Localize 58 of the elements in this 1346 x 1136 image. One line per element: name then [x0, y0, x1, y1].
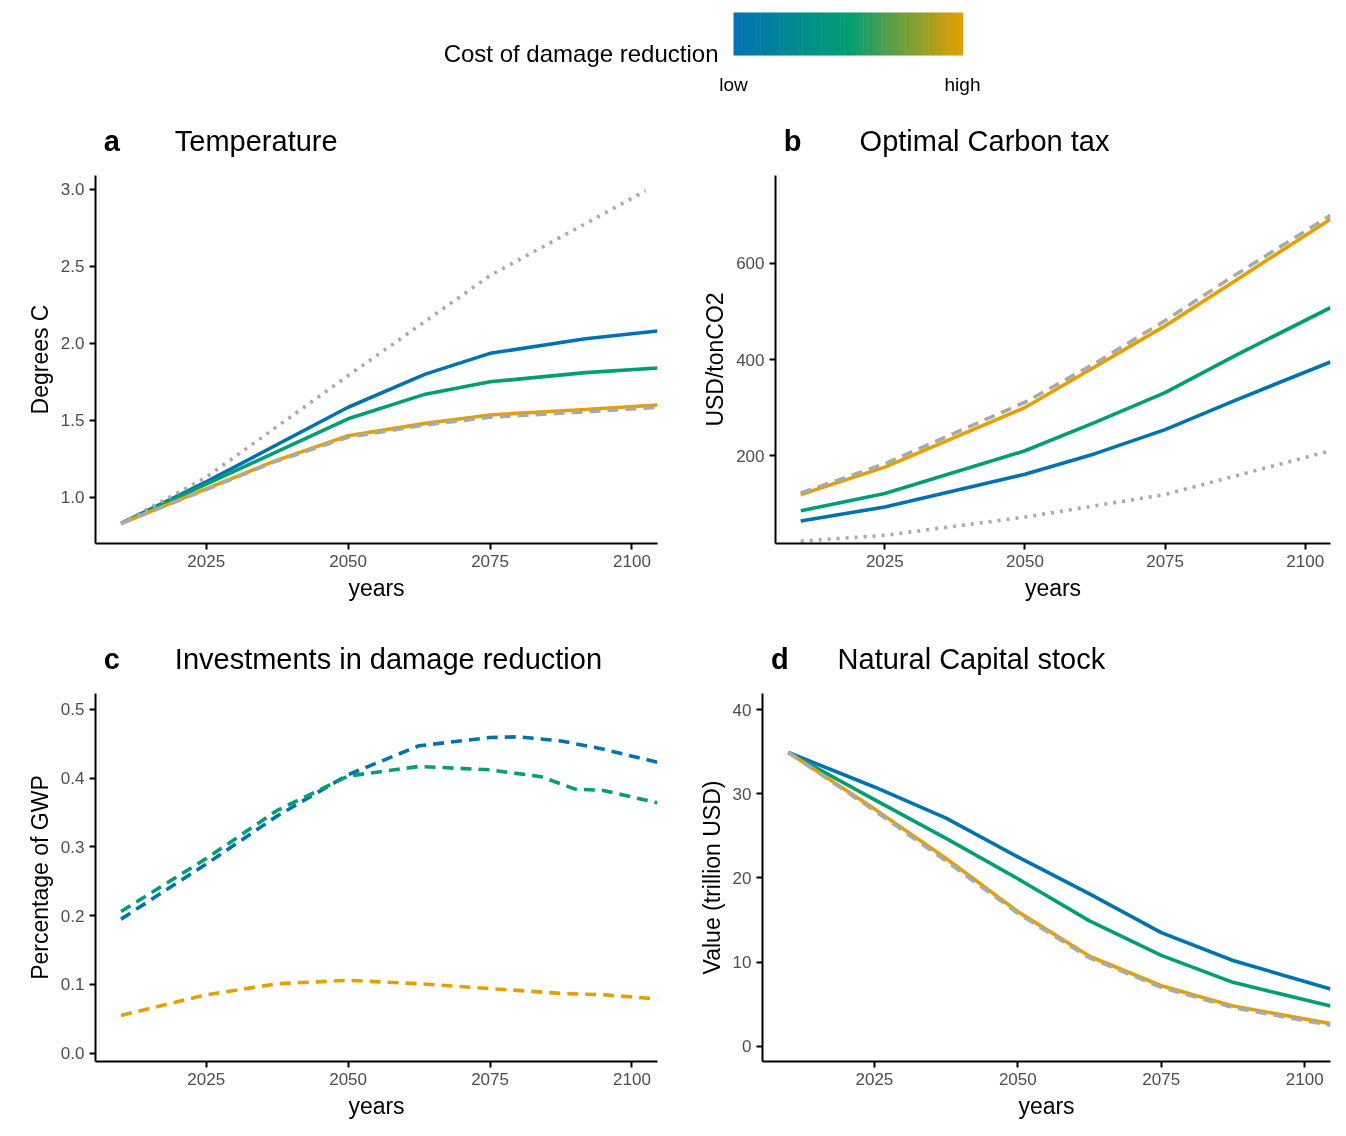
- x-tick-label: 2075: [1146, 551, 1185, 571]
- chart-title: Optimal Carbon tax: [859, 124, 1110, 157]
- y-tick-label: 0.5: [60, 700, 85, 720]
- x-tick-label: 2050: [998, 1069, 1037, 1089]
- line-series: [119, 735, 658, 921]
- x-tick-label: 2100: [1286, 551, 1325, 571]
- y-tick-label: 0.2: [60, 906, 85, 926]
- y-tick-label: 1.0: [60, 488, 85, 508]
- text: d: [770, 642, 789, 675]
- x-tick-label: 2075: [471, 1069, 509, 1089]
- x-tick-label: 2050: [329, 551, 368, 571]
- x-tick-label: 2050: [329, 1069, 368, 1089]
- color-bar-label: high: [944, 74, 981, 95]
- y-tick-label: 200: [736, 446, 765, 466]
- line-series: [119, 764, 658, 914]
- y-axis-title: USD/tonCO2: [702, 292, 729, 427]
- y-tick-label: 0.4: [60, 769, 85, 789]
- x-tick-label: 2050: [1006, 551, 1044, 571]
- x-tick-label: 2025: [855, 1069, 894, 1089]
- y-axis-title: Value (trillion USD): [698, 780, 725, 975]
- chart-title: Temperature: [174, 124, 338, 157]
- y-tick-label: 600: [736, 254, 765, 274]
- color-bar-title: Cost of damage reduction: [443, 39, 719, 67]
- y-tick-label: 3.0: [60, 180, 85, 200]
- y-axis-title: Degrees C: [26, 304, 53, 415]
- color-bar-label: low: [719, 74, 749, 95]
- y-tick-label: 20: [732, 868, 752, 888]
- y-tick-label: 2.0: [60, 334, 85, 354]
- y-tick-label: 0.1: [60, 975, 85, 995]
- x-axis-title: years: [348, 574, 405, 601]
- line-series: [798, 305, 1331, 513]
- line-series: [798, 360, 1331, 523]
- x-axis-title: years: [1024, 574, 1082, 601]
- x-tick-label: 2100: [613, 1069, 651, 1089]
- x-tick-label: 2025: [187, 551, 226, 571]
- y-tick-label: 40: [732, 700, 752, 720]
- x-tick-label: 2025: [187, 1069, 226, 1089]
- x-tick-label: 2100: [1285, 1069, 1324, 1089]
- text: b: [783, 124, 802, 157]
- y-tick-label: 2.5: [60, 257, 85, 277]
- x-tick-label: 2025: [865, 551, 904, 571]
- x-tick-label: 2075: [471, 551, 509, 571]
- x-tick-label: 2100: [613, 551, 651, 571]
- y-tick-label: 0.3: [60, 837, 85, 857]
- chart-title: Natural Capital stock: [837, 642, 1106, 675]
- text: c: [103, 642, 120, 675]
- x-axis-title: years: [348, 1092, 405, 1119]
- x-axis-title: years: [1018, 1092, 1075, 1119]
- x-tick-label: 2075: [1142, 1069, 1181, 1089]
- y-axis-title: Percentage of GWP: [26, 775, 53, 980]
- chart-title: Investments in damage reduction: [174, 642, 603, 675]
- y-tick-label: 0.0: [60, 1044, 85, 1064]
- text: a: [103, 124, 121, 157]
- y-tick-label: 0: [742, 1037, 752, 1057]
- y-tick-label: 1.5: [60, 411, 85, 431]
- y-tick-label: 10: [732, 953, 752, 973]
- y-tick-label: 400: [736, 350, 765, 370]
- y-tick-label: 30: [732, 784, 752, 804]
